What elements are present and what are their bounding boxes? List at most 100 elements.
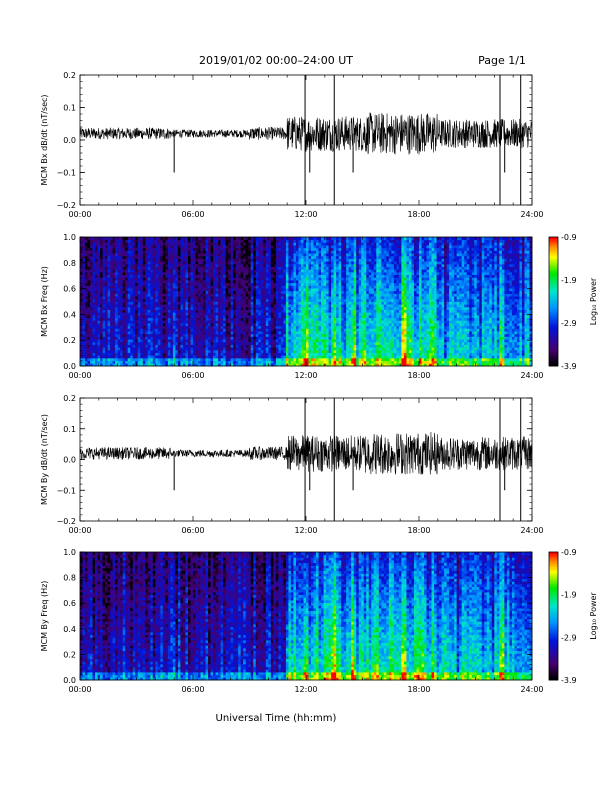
heatmap-cell [100, 318, 103, 321]
heatmap-cell [316, 240, 319, 243]
heatmap-cell [293, 299, 296, 302]
heatmap-cell [334, 345, 337, 348]
heatmap-cell [143, 248, 146, 251]
heatmap-cell [326, 275, 329, 278]
heatmap-cell [128, 256, 131, 259]
heatmap-cell [120, 350, 123, 353]
heatmap-cell [198, 312, 201, 315]
heatmap-cell [303, 355, 306, 358]
heatmap-cell [281, 361, 284, 364]
heatmap-cell [216, 350, 219, 353]
heatmap-cell [288, 253, 291, 256]
heatmap-cell [301, 302, 304, 305]
heatmap-cell [243, 318, 246, 321]
heatmap-cell [110, 267, 113, 270]
heatmap-cell [271, 264, 274, 267]
heatmap-cell [231, 331, 234, 334]
heatmap-cell [228, 336, 231, 339]
heatmap-cell [178, 304, 181, 307]
heatmap-cell [223, 267, 226, 270]
heatmap-cell [118, 326, 121, 329]
heatmap-cell [130, 320, 133, 323]
heatmap-cell [278, 326, 281, 329]
heatmap-cell [80, 280, 83, 283]
heatmap-cell [298, 350, 301, 353]
heatmap-cell [301, 350, 304, 353]
heatmap-cell [324, 342, 327, 345]
heatmap-cell [135, 291, 138, 294]
heatmap-cell [324, 280, 327, 283]
heatmap-cell [268, 277, 271, 280]
heatmap-cell [258, 353, 261, 356]
heatmap-cell [150, 328, 153, 331]
heatmap-cell [95, 242, 98, 245]
heatmap-cell [85, 245, 88, 248]
heatmap-cell [103, 240, 106, 243]
heatmap-cell [286, 259, 289, 262]
heatmap-cell [309, 296, 312, 299]
heatmap-cell [286, 307, 289, 310]
heatmap-cell [175, 256, 178, 259]
heatmap-cell [148, 259, 151, 262]
heatmap-cell [88, 269, 91, 272]
heatmap-cell [110, 293, 113, 296]
heatmap-cell [143, 336, 146, 339]
heatmap-cell [273, 315, 276, 318]
heatmap-cell [160, 315, 163, 318]
heatmap-cell [155, 253, 158, 256]
heatmap-cell [90, 269, 93, 272]
heatmap-cell [316, 342, 319, 345]
heatmap-cell [93, 240, 96, 243]
heatmap-cell [298, 283, 301, 286]
heatmap-cell [173, 250, 176, 253]
heatmap-cell [309, 326, 312, 329]
heatmap-cell [83, 291, 86, 294]
heatmap-cell [98, 269, 101, 272]
heatmap-cell [98, 256, 101, 259]
heatmap-cell [316, 277, 319, 280]
heatmap-cell [324, 350, 327, 353]
heatmap-cell [113, 331, 116, 334]
heatmap-cell [125, 320, 128, 323]
heatmap-cell [258, 334, 261, 337]
heatmap-cell [243, 331, 246, 334]
heatmap-cell [271, 275, 274, 278]
heatmap-cell [165, 312, 168, 315]
heatmap-cell [273, 312, 276, 315]
heatmap-cell [228, 304, 231, 307]
heatmap-cell [211, 275, 214, 278]
heatmap-cell [226, 267, 229, 270]
heatmap-cell [303, 256, 306, 259]
heatmap-cell [213, 240, 216, 243]
heatmap-cell [88, 347, 91, 350]
heatmap-cell [128, 242, 131, 245]
heatmap-cell [158, 339, 161, 342]
heatmap-cell [314, 256, 317, 259]
heatmap-cell [103, 339, 106, 342]
heatmap-cell [276, 242, 279, 245]
heatmap-cell [251, 261, 254, 264]
heatmap-cell [83, 248, 86, 251]
heatmap-cell [226, 339, 229, 342]
heatmap-cell [145, 312, 148, 315]
heatmap-cell [218, 331, 221, 334]
heatmap-cell [155, 264, 158, 267]
heatmap-cell [208, 310, 211, 313]
heatmap-cell [95, 312, 98, 315]
heatmap-cell [253, 355, 256, 358]
heatmap-cell [145, 250, 148, 253]
heatmap-cell [256, 323, 259, 326]
heatmap-cell [213, 342, 216, 345]
heatmap-cell [226, 355, 229, 358]
heatmap-cell [248, 261, 251, 264]
heatmap-cell [158, 264, 161, 267]
heatmap-cell [233, 245, 236, 248]
heatmap-cell [120, 318, 123, 321]
heatmap-cell [319, 256, 322, 259]
heatmap-cell [198, 358, 201, 361]
heatmap-cell [288, 264, 291, 267]
heatmap-cell [98, 242, 101, 245]
heatmap-cell [100, 277, 103, 280]
heatmap-cell [125, 315, 128, 318]
heatmap-cell [190, 339, 193, 342]
